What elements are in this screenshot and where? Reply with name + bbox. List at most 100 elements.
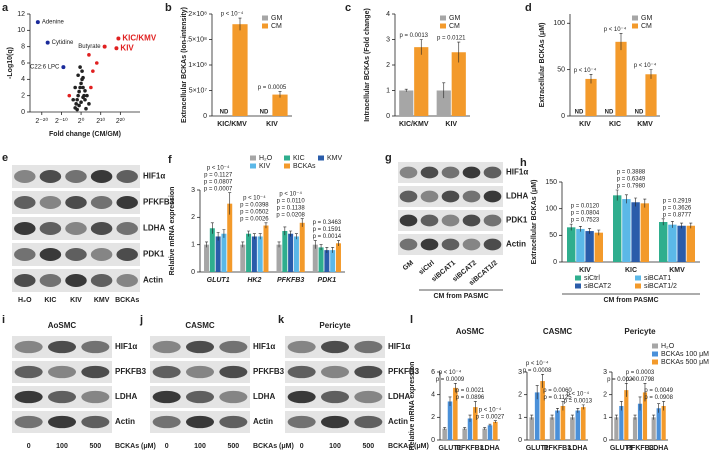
p-value: p = 0.0804 (571, 211, 600, 217)
value-label: ND (220, 110, 229, 116)
blot-band (14, 170, 36, 183)
blot-band (321, 365, 349, 379)
x-tick-label: KIV (266, 121, 278, 128)
bar (272, 94, 288, 116)
bar (613, 195, 622, 262)
x-tick-label: GLUT1 (610, 445, 633, 452)
bar (204, 244, 210, 272)
blot-band (354, 340, 383, 354)
point (81, 95, 85, 100)
bar (312, 244, 318, 272)
point (71, 97, 76, 102)
bar (614, 417, 619, 440)
p-value: p = 0.0027 (476, 414, 505, 420)
bar (686, 225, 695, 262)
band-label: Actin (388, 417, 408, 426)
p-value: p = 0.1125 (543, 395, 572, 401)
legend-label: GM (271, 15, 282, 22)
blot-band (48, 340, 76, 354)
chart-title: CASMC (543, 327, 573, 336)
y-tick-label: 0 (21, 109, 25, 116)
error-bar (247, 230, 251, 237)
bar (251, 236, 257, 272)
error-bar (238, 17, 242, 31)
band-label: Actin (253, 417, 273, 426)
blot-band (321, 415, 349, 429)
error-bar (488, 423, 492, 427)
p-value: p = 0.0026 (240, 216, 269, 222)
blot-band (14, 365, 43, 379)
legend-label: siBCAT2 (584, 283, 611, 290)
legend-label: BCKAs 100 μM (661, 351, 709, 358)
p-value: p < 10⁻⁴ (574, 67, 597, 74)
band-label: LDHA (143, 224, 165, 233)
p-value: p < 10⁻⁴ (279, 190, 302, 197)
bar (232, 24, 248, 117)
error-bar (283, 226, 287, 236)
lane-label: 0 (165, 443, 169, 450)
lane-label: 0 (27, 443, 31, 450)
bar (318, 247, 324, 272)
point (77, 103, 81, 108)
x-tick-label: LDHA (649, 445, 668, 452)
p-value: p = 0.0908 (644, 395, 673, 401)
bar (215, 236, 221, 272)
error-bar (597, 229, 601, 236)
y-axis-label: Extracellular BCKAs (Ion intensity) (181, 7, 188, 123)
blot-title: CASMC (185, 321, 215, 330)
annotated-point (102, 44, 107, 49)
legend-swatch (440, 23, 446, 29)
blot-band (65, 170, 87, 183)
legend-label: H₂O (259, 155, 273, 162)
band-label: PFKFB3 (115, 367, 147, 376)
x-tick-label: GLUT1 (526, 445, 549, 452)
legend-swatch (575, 275, 581, 281)
bar (642, 392, 648, 440)
p-value: p = 0.1591 (313, 227, 342, 233)
p-value: p < 10⁻⁴ (604, 26, 627, 33)
p-value: p = 0.6349 (617, 177, 646, 183)
p-value: p = 0.0807 (204, 179, 233, 185)
error-bar (619, 33, 623, 51)
panel-label: g (385, 152, 392, 164)
x-tick-label: GLUT1 (439, 445, 462, 452)
error-bar (336, 240, 340, 247)
bar (451, 52, 466, 116)
y-tick-label: 0 (518, 437, 522, 444)
error-bar (319, 244, 323, 251)
error-bar (468, 414, 472, 422)
band-label: PFKFB3 (253, 367, 285, 376)
error-bar (634, 197, 638, 207)
y-tick-label: 2 (603, 392, 607, 399)
error-bar (561, 401, 565, 411)
point (87, 53, 91, 57)
y-tick-label: 50 (557, 66, 565, 73)
legend-swatch (652, 351, 658, 357)
point (76, 73, 80, 78)
p-value: p = 0.0208 (276, 212, 305, 218)
error-bar (615, 189, 619, 201)
error-bar (589, 73, 593, 84)
bar (624, 390, 629, 440)
bar (447, 401, 453, 440)
error-bar (670, 221, 674, 228)
annotated-point (116, 36, 121, 41)
bar (661, 406, 666, 440)
bar (482, 428, 487, 440)
y-tick-label: 2 (21, 93, 25, 100)
legend-swatch (652, 359, 658, 365)
x-tick-label: HK2 (247, 277, 261, 284)
bar (631, 202, 640, 262)
bar (645, 74, 657, 116)
error-bar (419, 39, 423, 55)
p-value: p = 0.0005 (258, 85, 287, 91)
p-value: p = 0.0798 (626, 377, 655, 383)
value-label: ND (260, 110, 269, 116)
blot-band (39, 248, 62, 261)
p-value: p < 10⁻⁴ (207, 164, 230, 171)
blot-band (90, 196, 113, 209)
point (83, 88, 87, 93)
panel-label: i (2, 314, 5, 326)
bar (324, 250, 330, 272)
